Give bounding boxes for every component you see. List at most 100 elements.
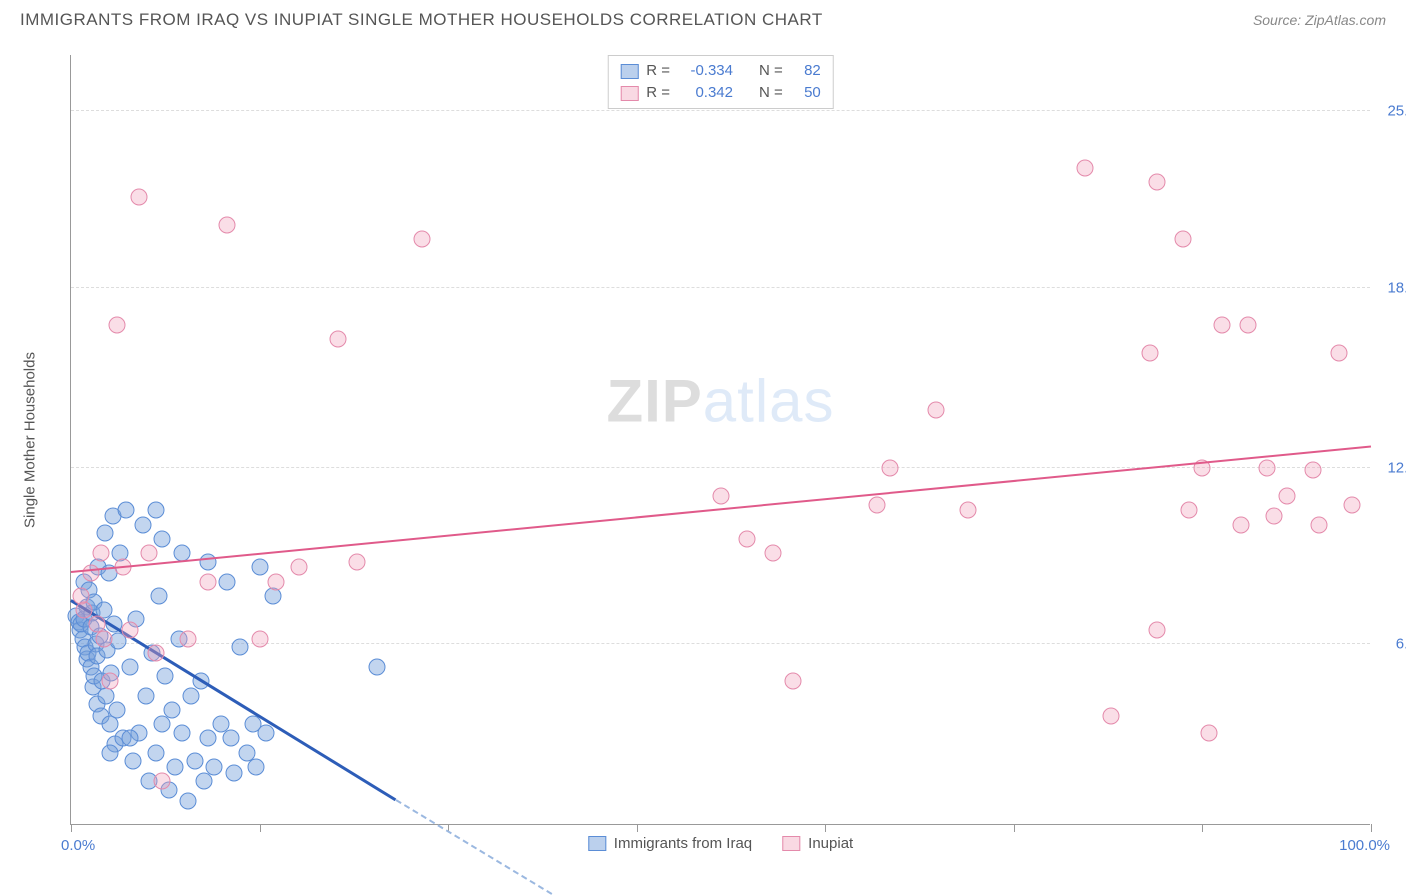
data-point <box>1343 496 1360 513</box>
data-point <box>195 773 212 790</box>
data-point <box>1304 462 1321 479</box>
trendline <box>71 446 1371 573</box>
data-point <box>117 502 134 519</box>
data-point <box>1330 345 1347 362</box>
data-point <box>258 724 275 741</box>
data-point <box>225 764 242 781</box>
data-point <box>92 545 109 562</box>
data-point <box>167 758 184 775</box>
legend-r-value: 0.342 <box>678 82 733 104</box>
watermark: ZIPatlas <box>606 367 834 436</box>
data-point <box>186 753 203 770</box>
legend-n-value: 82 <box>791 60 821 82</box>
ytick-label: 25.0% <box>1387 103 1406 120</box>
xtick <box>1371 824 1372 832</box>
data-point <box>1239 316 1256 333</box>
chart-area: Single Mother Households ZIPatlas R =-0.… <box>50 45 1380 835</box>
ytick-label: 12.5% <box>1387 459 1406 476</box>
series-legend: Immigrants from Iraq Inupiat <box>588 835 853 852</box>
data-point <box>1148 174 1165 191</box>
data-point <box>882 459 899 476</box>
data-point <box>121 659 138 676</box>
data-point <box>713 488 730 505</box>
data-point <box>1200 724 1217 741</box>
data-point <box>130 188 147 205</box>
data-point <box>108 316 125 333</box>
data-point <box>154 716 171 733</box>
ytick-label: 6.3% <box>1396 636 1406 653</box>
data-point <box>1311 516 1328 533</box>
ytick-label: 18.8% <box>1387 279 1406 296</box>
data-point <box>121 730 138 747</box>
data-point <box>1278 488 1295 505</box>
data-point <box>199 573 216 590</box>
data-point <box>102 673 119 690</box>
data-point <box>147 744 164 761</box>
data-point <box>219 217 236 234</box>
legend-n-label: N = <box>759 60 783 82</box>
data-point <box>147 502 164 519</box>
xtick <box>1202 824 1203 832</box>
data-point <box>1103 707 1120 724</box>
data-point <box>151 587 168 604</box>
trendline <box>395 799 552 895</box>
data-point <box>95 630 112 647</box>
legend-swatch-icon <box>588 836 606 851</box>
xtick <box>260 824 261 832</box>
data-point <box>1181 502 1198 519</box>
data-point <box>154 773 171 790</box>
data-point <box>180 630 197 647</box>
data-point <box>329 331 346 348</box>
data-point <box>134 516 151 533</box>
data-point <box>1148 622 1165 639</box>
data-point <box>199 730 216 747</box>
data-point <box>247 758 264 775</box>
data-point <box>927 402 944 419</box>
correlation-legend: R = -0.334 N = 82 R = 0.342 N = 50 <box>607 55 834 109</box>
xaxis-min-label: 0.0% <box>61 837 95 854</box>
data-point <box>206 758 223 775</box>
data-point <box>414 231 431 248</box>
data-point <box>1265 508 1282 525</box>
gridline <box>71 110 1370 111</box>
data-point <box>368 659 385 676</box>
legend-swatch-icon <box>620 64 638 79</box>
data-point <box>222 730 239 747</box>
data-point <box>739 530 756 547</box>
data-point <box>349 553 366 570</box>
data-point <box>1077 160 1094 177</box>
legend-r-value: -0.334 <box>678 60 733 82</box>
data-point <box>138 687 155 704</box>
source-label: Source: ZipAtlas.com <box>1253 12 1386 28</box>
legend-series-label: Inupiat <box>808 835 853 852</box>
yaxis-title: Single Mother Households <box>22 352 39 528</box>
xtick <box>637 824 638 832</box>
data-point <box>147 644 164 661</box>
xtick <box>71 824 72 832</box>
data-point <box>1142 345 1159 362</box>
legend-n-value: 50 <box>791 82 821 104</box>
legend-item: Immigrants from Iraq <box>588 835 752 852</box>
data-point <box>180 793 197 810</box>
data-point <box>232 639 249 656</box>
data-point <box>264 587 281 604</box>
data-point <box>290 559 307 576</box>
data-point <box>219 573 236 590</box>
data-point <box>82 565 99 582</box>
data-point <box>154 530 171 547</box>
scatter-plot: ZIPatlas R =-0.334N =82R =0.342N =50 Imm… <box>70 55 1370 825</box>
data-point <box>251 559 268 576</box>
legend-r-label: R = <box>646 82 670 104</box>
data-point <box>125 753 142 770</box>
xtick <box>1014 824 1015 832</box>
data-point <box>1259 459 1276 476</box>
legend-n-label: N = <box>759 82 783 104</box>
data-point <box>76 602 93 619</box>
legend-r-label: R = <box>646 60 670 82</box>
legend-swatch-icon <box>620 86 638 101</box>
data-point <box>1174 231 1191 248</box>
data-point <box>121 622 138 639</box>
chart-title: IMMIGRANTS FROM IRAQ VS INUPIAT SINGLE M… <box>20 10 823 30</box>
data-point <box>182 687 199 704</box>
gridline <box>71 467 1370 468</box>
